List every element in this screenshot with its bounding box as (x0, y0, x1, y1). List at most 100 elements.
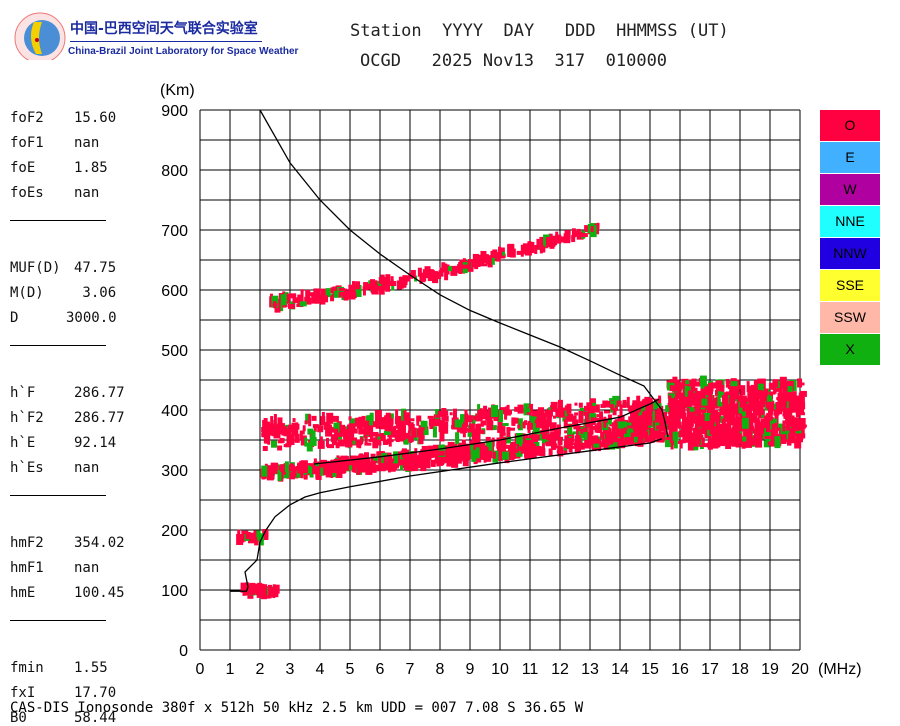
echo-mark (420, 420, 425, 425)
echo-mark (619, 404, 623, 416)
param-label: MUF(D) (10, 260, 61, 276)
logo-cn: 中国-巴西空间天气联合实验室 (70, 21, 258, 37)
echo-mark (737, 395, 743, 402)
echo-mark (309, 463, 314, 468)
echo-mark (690, 381, 696, 387)
echo-mark (395, 409, 399, 421)
echo-mark (352, 281, 356, 293)
echo-mark (356, 463, 361, 475)
echo-mark (557, 433, 561, 438)
echo-mark (510, 444, 514, 456)
echo-mark (470, 259, 475, 263)
param-value: 17.70 (74, 685, 117, 701)
echo-mark (299, 430, 305, 435)
param-label: fmin (10, 660, 44, 676)
echo-mark (761, 413, 765, 418)
echo-mark (548, 448, 553, 456)
echo-mark (333, 458, 340, 470)
echo-mark (799, 390, 807, 397)
echo-mark (706, 442, 713, 448)
echo-mark (362, 286, 369, 291)
echo-mark (771, 423, 776, 436)
echo-mark (722, 405, 729, 414)
echo-mark (633, 431, 641, 437)
echo-mark (681, 378, 689, 384)
echo-mark (515, 445, 523, 457)
echo-mark (697, 394, 703, 405)
echo-mark (633, 432, 638, 443)
x-axis-label: (MHz) (818, 661, 862, 678)
echo-mark (325, 424, 333, 437)
echo-mark (451, 424, 458, 429)
echo-mark (637, 408, 641, 413)
echo-mark (480, 263, 488, 267)
x-tick-label: 18 (731, 661, 749, 678)
param-value: 15.60 (74, 110, 117, 126)
echo-mark (753, 403, 758, 415)
echo-mark (740, 436, 745, 448)
echo-mark (500, 407, 508, 415)
echo-mark (555, 410, 560, 417)
echo-mark (460, 451, 465, 460)
echo-mark (403, 276, 408, 283)
y-tick-label: 300 (161, 463, 188, 480)
echo-mark (715, 423, 722, 428)
echo-mark (573, 419, 579, 430)
echo-mark (747, 403, 753, 412)
legend-item: NNW (820, 238, 880, 269)
y-tick-label: 500 (161, 343, 188, 360)
legend-item: SSW (820, 302, 880, 333)
echo-mark (695, 418, 699, 422)
echo-mark (763, 425, 769, 429)
echo-mark (798, 394, 804, 405)
echo-mark (571, 416, 577, 422)
echo-mark (574, 402, 578, 406)
echo-mark (768, 411, 773, 421)
echo-mark (359, 460, 366, 473)
echo-mark (471, 429, 479, 442)
echo-mark (437, 450, 445, 456)
echo-mark (486, 255, 494, 260)
echo-mark (320, 290, 325, 297)
echo-mark (564, 435, 570, 439)
echo-mark (691, 378, 697, 384)
echo-mark (312, 466, 320, 475)
y-tick-label: 0 (179, 643, 188, 660)
echo-mark (289, 433, 295, 445)
echo-mark (624, 436, 632, 445)
echo-mark (794, 437, 802, 449)
echo-mark (590, 417, 598, 422)
echo-mark (677, 421, 682, 429)
echo-mark (268, 587, 275, 597)
echo-mark (289, 427, 297, 432)
echo-mark (748, 388, 752, 397)
echo-mark (563, 445, 567, 451)
param-value: 3000.0 (66, 310, 117, 326)
x-tick-label: 17 (701, 661, 719, 678)
echo-mark (774, 422, 778, 427)
echo-mark (341, 461, 347, 467)
echo-mark (631, 412, 635, 423)
echo-mark (716, 425, 724, 437)
echo-mark (365, 415, 373, 426)
y-tick-label: 800 (161, 163, 188, 180)
echo-mark (492, 451, 496, 459)
echo-mark (749, 438, 755, 445)
echo-mark (736, 399, 741, 410)
echo-mark (556, 449, 561, 454)
echo-mark (462, 427, 466, 438)
echo-mark (256, 586, 261, 596)
echo-mark (672, 415, 680, 424)
echo-mark (592, 404, 600, 412)
echo-mark (692, 407, 700, 417)
echo-mark (717, 387, 724, 398)
echo-mark (288, 470, 295, 480)
echo-mark (348, 460, 353, 466)
echo-mark (744, 397, 749, 402)
echo-mark (489, 415, 496, 419)
param-value: 1.55 (74, 660, 108, 676)
echo-mark (782, 427, 790, 440)
ionogram-chart: 0 1 2 3 4 5 6 7 8 9 10 11 12 13 14 15 16 17 18 19 2001002003… (160, 82, 862, 678)
echo-mark (457, 442, 465, 453)
echo-mark (733, 397, 738, 402)
